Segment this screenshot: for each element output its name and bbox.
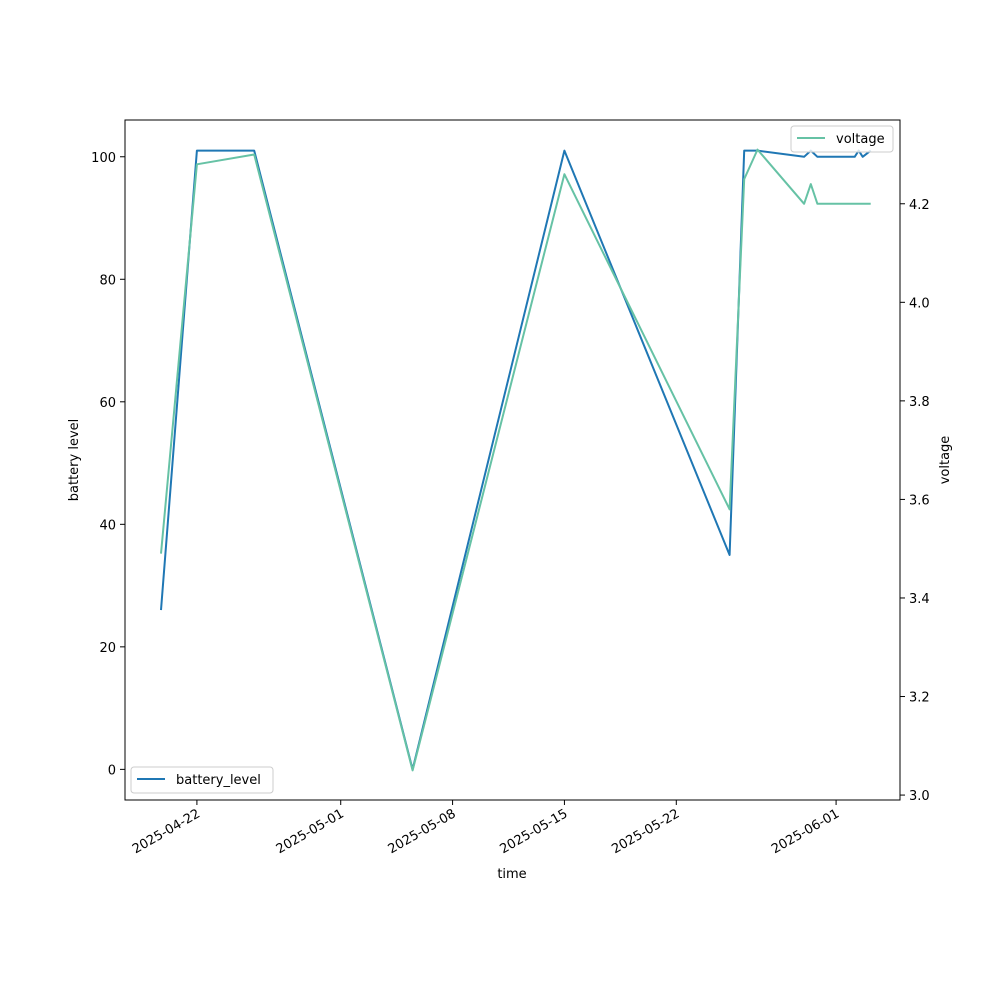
y-right-tick-label: 3.6 [909,493,930,508]
x-tick-label: 2025-06-01 [769,806,842,857]
x-tick-label: 2025-04-22 [130,806,203,857]
y-axis-left: 0 20 40 60 80 100 [91,151,125,778]
legend-box [790,125,894,153]
x-tick-label: 2025-05-01 [274,806,347,857]
y-right-tick-label: 3.0 [909,789,930,804]
y-right-tick-label: 4.2 [909,198,930,213]
legend-label-battery-level: battery_level [176,773,261,788]
y-right-tick-label: 4.0 [909,296,930,311]
y-left-tick-label: 40 [99,518,116,533]
x-tick-label: 2025-05-15 [497,806,570,857]
y-axis-right: 3.0 3.2 3.4 3.6 3.8 4.0 4.2 [900,198,930,804]
x-tick-label: 2025-05-22 [609,806,682,857]
x-axis: 2025-04-22 2025-05-01 2025-05-08 2025-05-15… [130,800,842,857]
legend-box [130,766,274,794]
y-axis-left-label: battery level [67,419,82,502]
y-right-tick-label: 3.2 [909,691,930,706]
legend-battery-level: battery_level [130,766,274,794]
y-axis-right-label: voltage [938,436,953,485]
y-right-tick-label: 3.4 [909,592,930,607]
y-left-tick-label: 80 [99,273,116,288]
y-right-tick-label: 3.8 [909,395,930,410]
legend-label-voltage: voltage [836,132,885,147]
x-axis-label: time [497,867,526,882]
y-left-tick-label: 20 [99,641,116,656]
legend-voltage: voltage [790,125,894,153]
series-line-voltage [160,148,871,772]
series-layer [160,148,872,772]
y-left-tick-label: 100 [91,151,116,166]
plot-frame [124,119,901,801]
y-left-tick-label: 0 [108,763,116,778]
x-tick-label: 2025-05-08 [386,806,459,857]
plot-area [125,120,900,800]
y-left-tick-label: 60 [99,396,116,411]
